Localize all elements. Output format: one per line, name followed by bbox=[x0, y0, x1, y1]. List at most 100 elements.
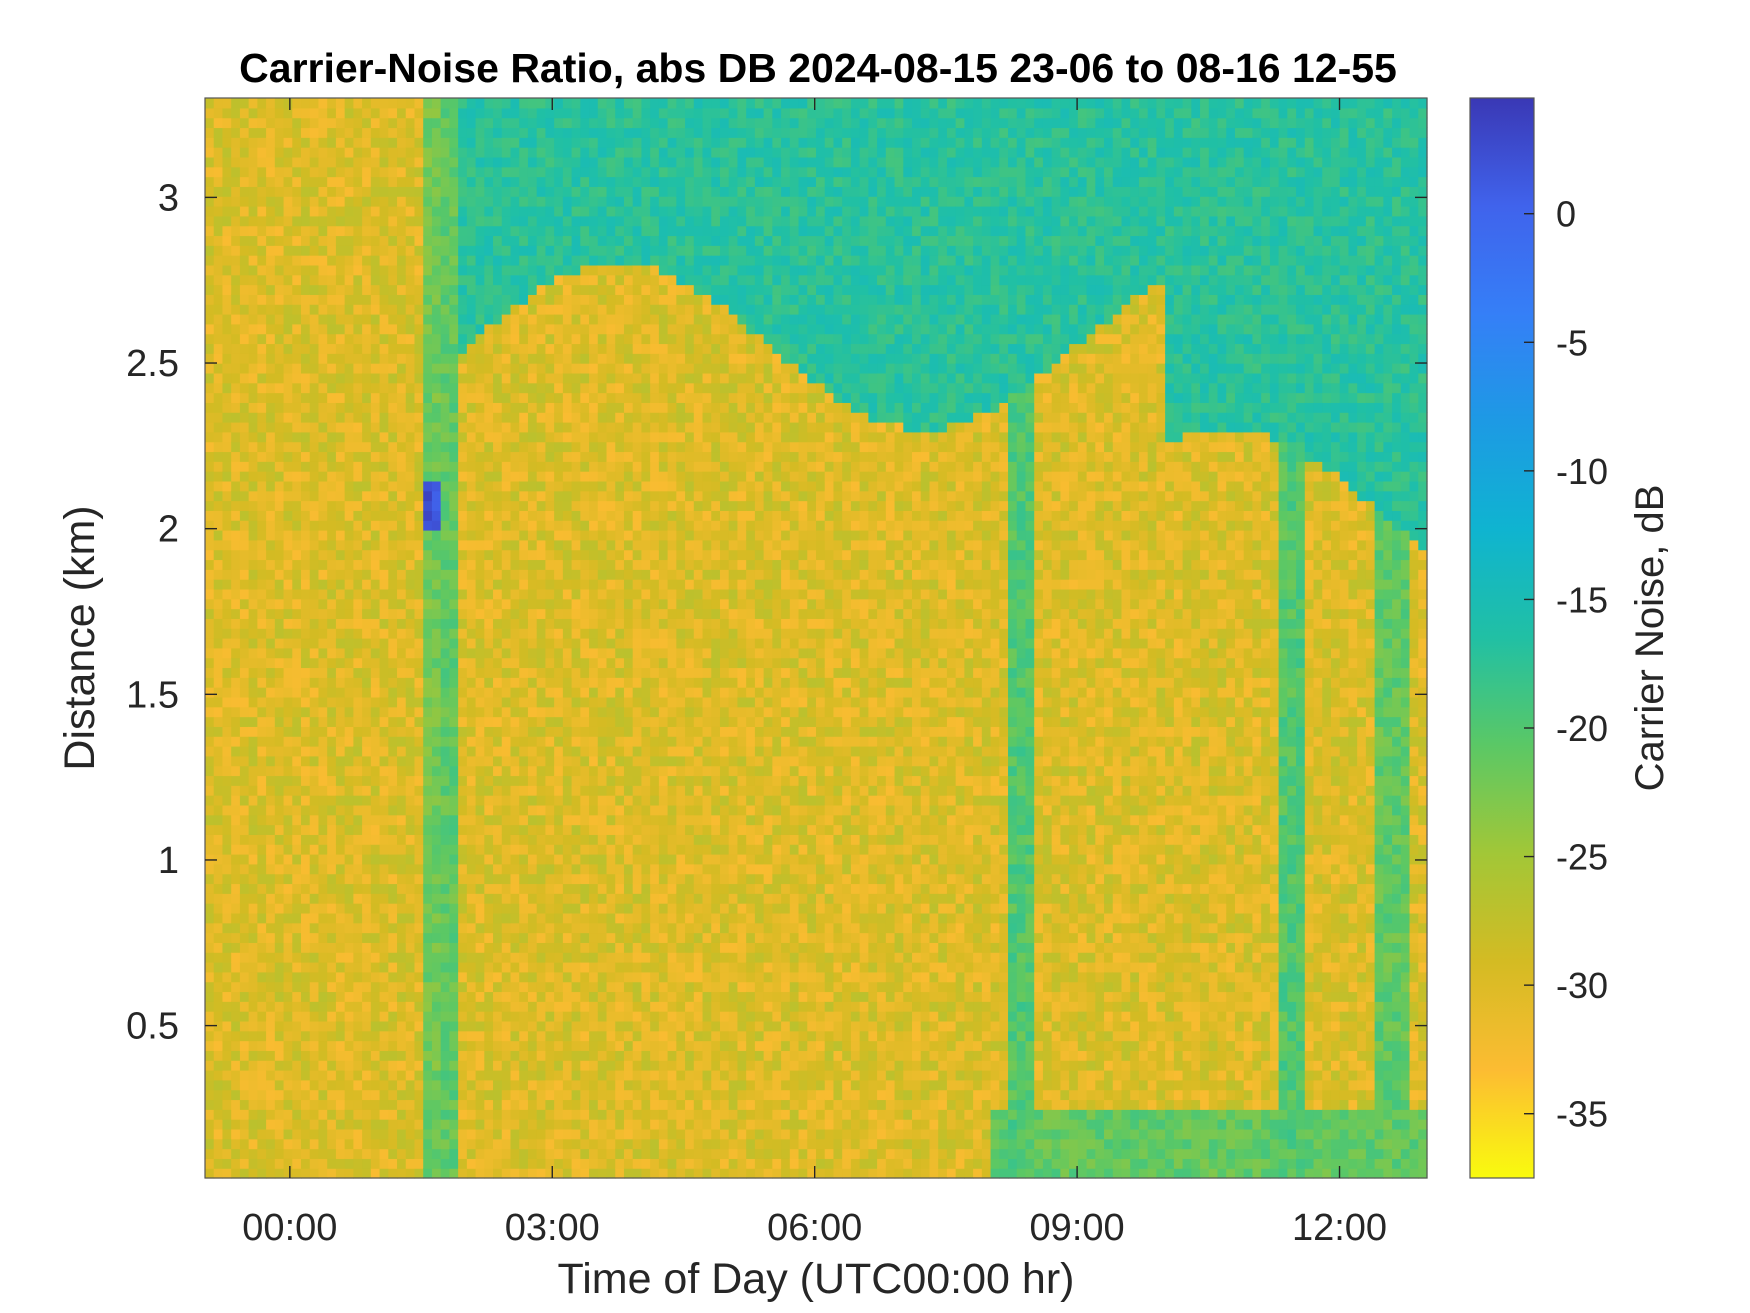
heatmap-cell bbox=[501, 765, 512, 777]
heatmap-cell bbox=[318, 795, 328, 806]
heatmap-cell bbox=[423, 834, 433, 845]
heatmap-cell bbox=[475, 117, 485, 129]
heatmap-cell bbox=[205, 991, 215, 1002]
heatmap-cell bbox=[283, 1128, 293, 1140]
heatmap-cell bbox=[222, 569, 232, 580]
heatmap-cell bbox=[231, 314, 241, 325]
heatmap-cell bbox=[510, 480, 520, 492]
heatmap-cell bbox=[248, 147, 258, 158]
heatmap-cell bbox=[292, 814, 302, 826]
heatmap-cell bbox=[405, 1001, 416, 1012]
heatmap-cell bbox=[536, 1079, 547, 1091]
heatmap-cell bbox=[301, 657, 311, 669]
heatmap-cell bbox=[571, 392, 581, 403]
heatmap-cell bbox=[205, 294, 215, 305]
heatmap-cell bbox=[519, 314, 529, 325]
heatmap-cell bbox=[257, 1030, 267, 1042]
heatmap-cell bbox=[301, 1138, 311, 1150]
heatmap-cell bbox=[318, 510, 328, 521]
heatmap-cell bbox=[501, 795, 512, 806]
heatmap-cell bbox=[283, 804, 293, 816]
heatmap-cell bbox=[239, 579, 250, 590]
heatmap-cell bbox=[431, 98, 442, 109]
heatmap-cell bbox=[449, 962, 459, 973]
heatmap-cell bbox=[397, 952, 407, 963]
heatmap-cell bbox=[536, 785, 547, 796]
heatmap-cell bbox=[222, 922, 232, 934]
heatmap-cell bbox=[370, 323, 381, 335]
heatmap-cell bbox=[458, 117, 468, 129]
heatmap-cell bbox=[222, 726, 232, 737]
heatmap-cell bbox=[519, 628, 529, 639]
heatmap-cell bbox=[597, 1168, 608, 1179]
heatmap-cell bbox=[545, 559, 555, 570]
heatmap-cell bbox=[431, 618, 442, 629]
heatmap-cell bbox=[554, 1050, 564, 1061]
heatmap-cell bbox=[562, 1011, 573, 1022]
heatmap-cell bbox=[388, 323, 398, 335]
heatmap-cell bbox=[545, 490, 555, 502]
heatmap-cell bbox=[257, 618, 267, 629]
heatmap-cell bbox=[501, 785, 512, 796]
heatmap-cell bbox=[466, 530, 477, 541]
heatmap-cell bbox=[423, 912, 433, 924]
heatmap-cell bbox=[466, 343, 477, 354]
heatmap-cell bbox=[362, 834, 372, 845]
heatmap-cell bbox=[484, 981, 494, 993]
heatmap-cell bbox=[519, 520, 529, 531]
heatmap-cell bbox=[458, 785, 468, 796]
heatmap-cell bbox=[231, 215, 241, 227]
heatmap-cell bbox=[362, 166, 372, 178]
heatmap-cell bbox=[449, 873, 459, 885]
heatmap-cell bbox=[527, 1070, 538, 1081]
heatmap-cell bbox=[414, 952, 424, 963]
heatmap-cell bbox=[222, 363, 232, 374]
heatmap-cell bbox=[519, 1168, 529, 1179]
heatmap-cell bbox=[257, 677, 267, 688]
heatmap-cell bbox=[266, 932, 276, 943]
heatmap-cell bbox=[379, 588, 389, 600]
heatmap-cell bbox=[545, 137, 555, 148]
heatmap-cell bbox=[388, 588, 398, 600]
heatmap-cell bbox=[423, 1020, 433, 1032]
heatmap-cell bbox=[475, 687, 485, 698]
heatmap-cell bbox=[239, 1119, 250, 1130]
heatmap-cell bbox=[493, 186, 503, 197]
heatmap-cell bbox=[309, 137, 320, 148]
heatmap-cell bbox=[213, 883, 224, 894]
heatmap-cell bbox=[222, 579, 232, 590]
heatmap-cell bbox=[257, 549, 267, 561]
heatmap-cell bbox=[274, 1158, 285, 1169]
heatmap-cell bbox=[309, 107, 320, 119]
heatmap-cell bbox=[510, 382, 520, 394]
heatmap-cell bbox=[370, 1040, 381, 1051]
heatmap-cell bbox=[519, 117, 529, 129]
heatmap-cell bbox=[527, 530, 538, 541]
heatmap-cell bbox=[484, 1089, 494, 1101]
heatmap-cell bbox=[292, 147, 302, 158]
heatmap-cell bbox=[405, 137, 416, 148]
heatmap-cell bbox=[449, 932, 459, 943]
heatmap-cell bbox=[493, 451, 503, 462]
heatmap-cell bbox=[493, 176, 503, 187]
heatmap-cell bbox=[527, 117, 538, 129]
heatmap-cell bbox=[580, 274, 590, 286]
heatmap-cell bbox=[292, 510, 302, 521]
heatmap-cell bbox=[370, 638, 381, 649]
heatmap-cell bbox=[501, 539, 512, 551]
heatmap-cell bbox=[458, 667, 468, 678]
heatmap-cell bbox=[397, 1050, 407, 1061]
heatmap-cell bbox=[248, 461, 258, 472]
heatmap-cell bbox=[231, 1060, 241, 1071]
heatmap-cell bbox=[257, 333, 267, 345]
heatmap-cell bbox=[222, 755, 232, 767]
heatmap-cell bbox=[318, 1109, 328, 1120]
heatmap-cell bbox=[562, 804, 573, 816]
heatmap-cell bbox=[231, 176, 241, 187]
heatmap-cell bbox=[248, 412, 258, 423]
heatmap-cell bbox=[362, 736, 372, 747]
heatmap-cell bbox=[283, 814, 293, 826]
heatmap-cell bbox=[475, 647, 485, 659]
heatmap-cell bbox=[309, 922, 320, 934]
heatmap-cell bbox=[405, 844, 416, 855]
